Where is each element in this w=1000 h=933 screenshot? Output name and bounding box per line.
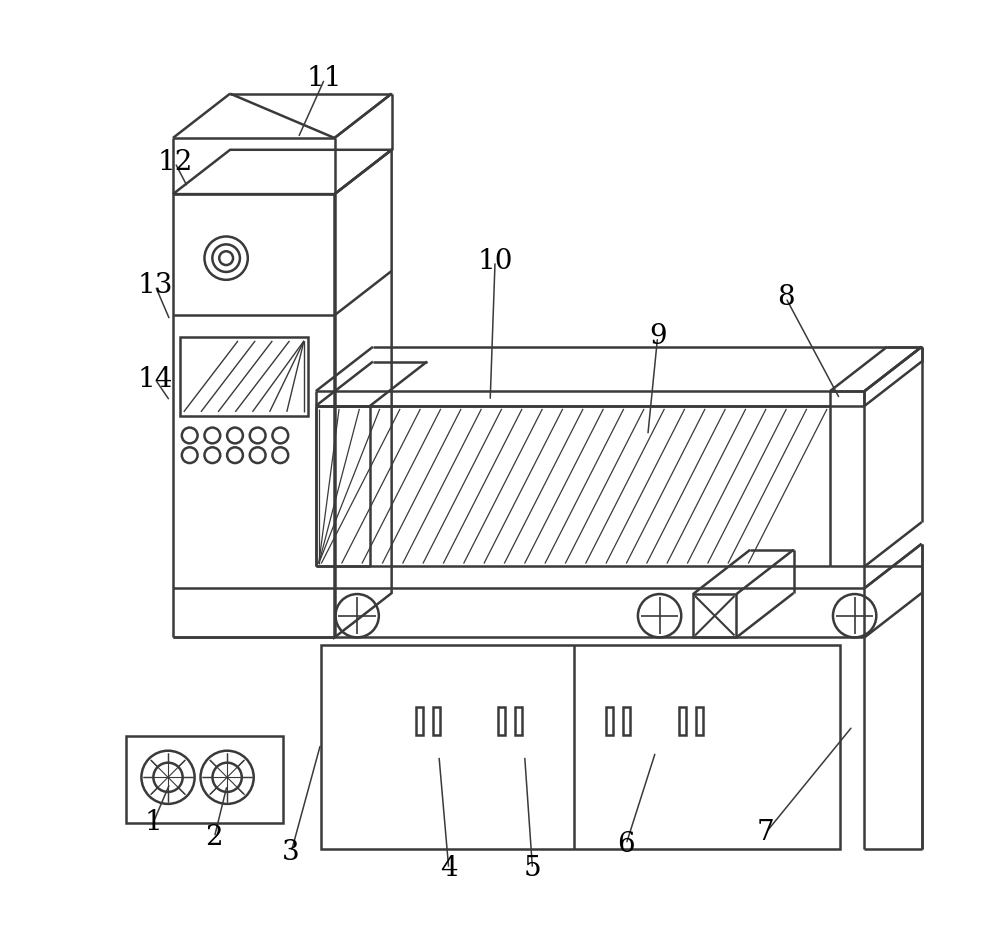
Bar: [606, 707, 613, 735]
Bar: [623, 707, 630, 735]
Bar: [696, 707, 703, 735]
Text: 12: 12: [157, 149, 193, 176]
Text: 1: 1: [144, 809, 162, 836]
Text: 7: 7: [757, 819, 775, 846]
Bar: [693, 594, 736, 637]
Bar: [433, 707, 440, 735]
Text: 6: 6: [617, 830, 635, 857]
Bar: [515, 707, 522, 735]
Text: 8: 8: [777, 284, 794, 311]
Bar: [679, 707, 686, 735]
Text: 2: 2: [206, 824, 223, 851]
Bar: [416, 707, 423, 735]
Bar: [126, 736, 283, 823]
Text: 14: 14: [138, 366, 173, 393]
Bar: [321, 646, 840, 849]
Text: 10: 10: [477, 247, 513, 274]
Text: 11: 11: [307, 65, 342, 92]
Text: 4: 4: [440, 856, 458, 883]
Text: 3: 3: [282, 839, 300, 866]
Bar: [498, 707, 505, 735]
Text: 13: 13: [138, 272, 173, 299]
Text: 9: 9: [649, 324, 666, 351]
Bar: [180, 337, 308, 416]
Text: 5: 5: [524, 856, 541, 883]
